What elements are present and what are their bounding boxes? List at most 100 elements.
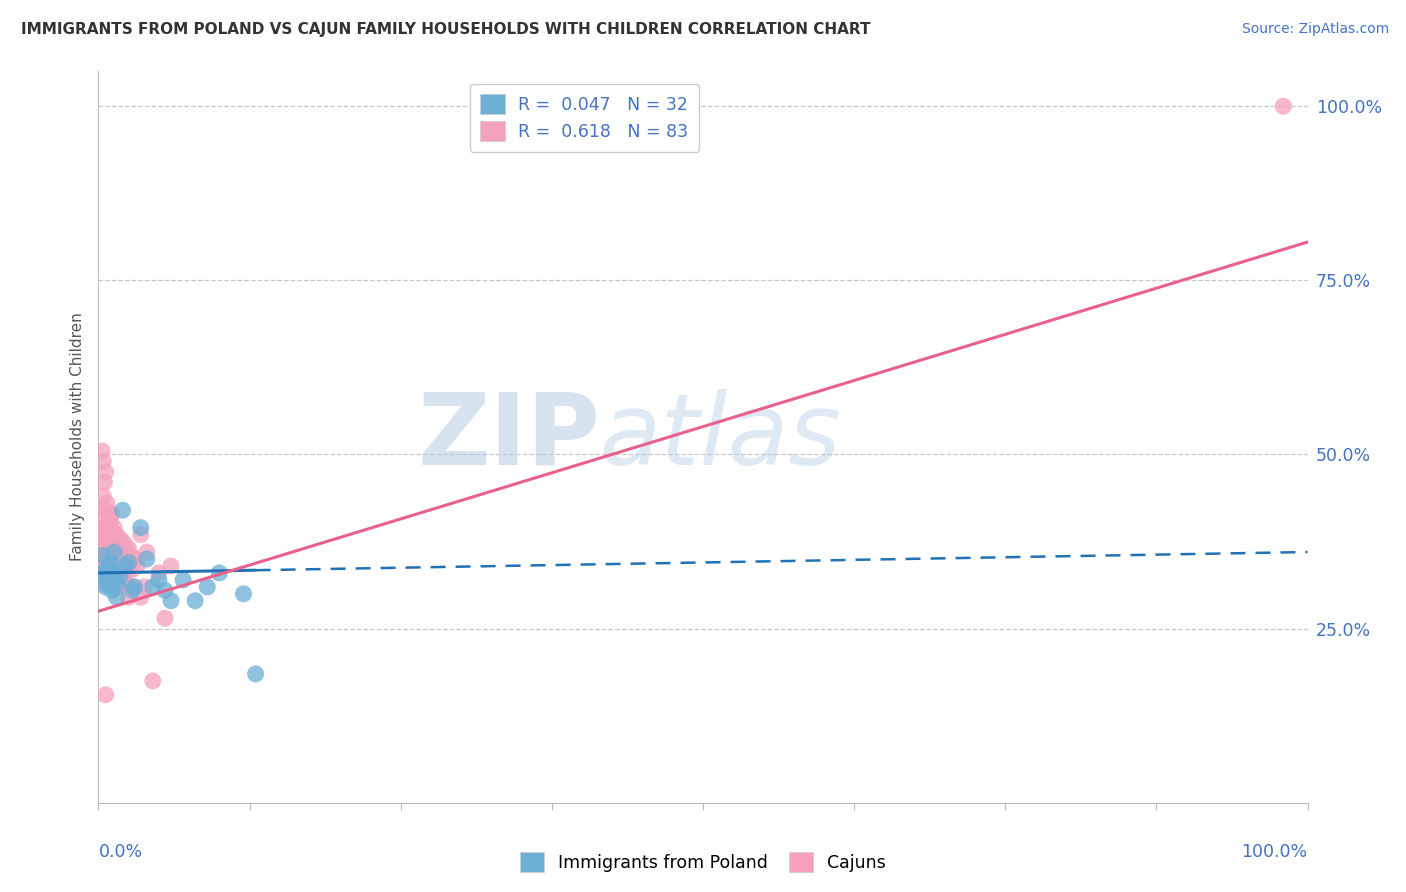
Point (115, 576, 138, 591)
Point (160, 558, 183, 573)
Point (94, 465, 117, 479)
Point (94, 541, 117, 556)
Point (91, 454, 114, 468)
Point (195, 580, 218, 594)
Point (98, 527, 121, 541)
Point (97, 549, 120, 563)
Point (153, 583, 176, 598)
Point (101, 562, 124, 576)
Text: 100.0%: 100.0% (1241, 843, 1308, 861)
Point (107, 538, 129, 552)
Point (103, 545, 125, 559)
Point (89, 556, 111, 570)
Point (90, 573, 112, 587)
Point (208, 566, 231, 580)
Point (98, 507, 121, 521)
Point (91, 549, 114, 563)
Point (124, 552, 146, 566)
Point (94, 521, 117, 535)
Point (117, 552, 139, 566)
Point (118, 541, 141, 556)
Point (112, 545, 135, 559)
Point (101, 549, 124, 563)
Point (172, 573, 194, 587)
Point (91, 562, 114, 576)
Point (135, 545, 157, 559)
Point (129, 521, 152, 535)
Point (118, 556, 141, 570)
Point (98, 541, 121, 556)
Text: 0.0%: 0.0% (98, 843, 142, 861)
Point (118, 556, 141, 570)
Point (96, 538, 118, 552)
Point (98, 558, 121, 573)
Legend: R =  0.047   N = 32, R =  0.618   N = 83: R = 0.047 N = 32, R = 0.618 N = 83 (470, 84, 699, 152)
Point (160, 594, 183, 608)
Point (142, 673, 165, 688)
Point (108, 558, 131, 573)
Point (111, 558, 134, 573)
Point (93, 475, 115, 490)
Point (100, 507, 122, 521)
Point (91, 566, 114, 580)
Point (97, 517, 120, 532)
Point (104, 534, 127, 549)
Text: ZIP: ZIP (418, 389, 600, 485)
Point (96, 524, 118, 538)
Point (97, 534, 120, 549)
Point (91, 510, 114, 524)
Point (93, 566, 115, 580)
Point (100, 556, 122, 570)
Point (148, 573, 170, 587)
Point (100, 524, 122, 538)
Point (124, 580, 146, 594)
Point (114, 558, 136, 573)
Point (100, 538, 122, 552)
Point (101, 531, 124, 545)
Point (107, 556, 129, 570)
Point (91, 489, 114, 503)
Legend: Immigrants from Poland, Cajuns: Immigrants from Poland, Cajuns (513, 845, 893, 879)
Point (129, 591, 152, 605)
Point (91, 549, 114, 563)
Point (127, 558, 149, 573)
Point (184, 594, 207, 608)
Point (100, 531, 122, 545)
Point (94, 688, 117, 702)
Point (118, 591, 141, 605)
Point (108, 541, 131, 556)
Point (98, 556, 121, 570)
Point (103, 521, 125, 535)
Point (122, 580, 145, 594)
Point (142, 580, 165, 594)
Point (120, 549, 142, 563)
Point (94, 580, 117, 594)
Point (111, 534, 134, 549)
Point (91, 444, 114, 458)
Point (96, 496, 118, 510)
Point (96, 552, 118, 566)
Point (108, 531, 131, 545)
Point (90, 527, 112, 541)
Text: Source: ZipAtlas.com: Source: ZipAtlas.com (1241, 22, 1389, 37)
Point (1272, 99, 1295, 113)
Point (111, 503, 134, 517)
Point (93, 569, 115, 583)
Y-axis label: Family Households with Children: Family Households with Children (69, 313, 84, 561)
Point (97, 576, 120, 591)
Point (107, 576, 129, 591)
Point (105, 591, 128, 605)
Point (105, 527, 128, 541)
Point (107, 580, 129, 594)
Point (91, 538, 114, 552)
Point (148, 566, 170, 580)
Point (245, 667, 267, 681)
Point (100, 545, 122, 559)
Point (104, 566, 127, 580)
Point (91, 576, 114, 591)
Point (114, 566, 136, 580)
Point (232, 587, 254, 601)
Point (96, 562, 118, 576)
Point (100, 583, 122, 598)
Point (103, 541, 125, 556)
